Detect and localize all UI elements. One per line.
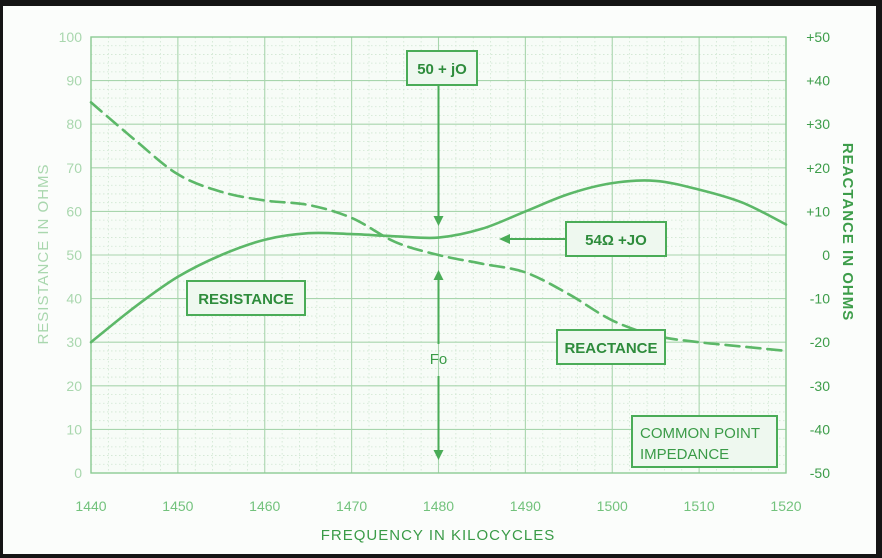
- x-axis-title: FREQUENCY IN KILOCYCLES: [321, 527, 555, 544]
- right-tick-label: -50: [810, 465, 830, 481]
- left-tick-label: 50: [66, 247, 82, 263]
- x-tick-label: 1480: [423, 498, 454, 514]
- fo-label: Fo: [430, 351, 448, 368]
- left-tick-label: 0: [74, 465, 82, 481]
- left-tick-label: 60: [66, 203, 82, 219]
- left-tick-label: 80: [66, 116, 82, 132]
- resistance-curve: [89, 179, 788, 344]
- right-tick-label: +30: [806, 116, 830, 132]
- right-tick-label: -30: [810, 378, 830, 394]
- reactance-curve: [89, 101, 788, 353]
- x-tick-label: 1510: [684, 498, 715, 514]
- right-tick-label: 0: [822, 247, 830, 263]
- series-layer: [89, 101, 788, 353]
- axis-title-layer: FREQUENCY IN KILOCYCLES RESISTANCE IN OH…: [35, 143, 856, 544]
- impedance-label: IMPEDANCE: [640, 446, 729, 463]
- left-tick-label: 30: [66, 334, 82, 350]
- annotation-layer: 50 + jO Fo 54Ω +JO RESISTANCE REACTANCE COMMO…: [186, 50, 778, 468]
- left-tick-label: 10: [66, 421, 82, 437]
- right-tick-label: +50: [806, 29, 830, 45]
- x-tick-label: 1490: [510, 498, 541, 514]
- impedance-50-label: 50 + jO: [417, 61, 467, 78]
- left-tick-label: 20: [66, 378, 82, 394]
- impedance-54-label: 54Ω +JO: [585, 232, 647, 249]
- fo-arrow-down-head: [433, 450, 444, 460]
- right-axis-title: REACTANCE IN OHMS: [839, 143, 856, 321]
- resistance-label: RESISTANCE: [198, 291, 294, 308]
- left-tick-label: 70: [66, 160, 82, 176]
- arrow-54-head: [499, 234, 510, 244]
- x-tick-label: 1520: [770, 498, 801, 514]
- impedance-50-box: [406, 50, 478, 86]
- fo-arrow-up-head: [433, 270, 444, 280]
- plot-border: [90, 36, 787, 474]
- right-tick-label: -20: [810, 334, 830, 350]
- x-tick-label: 1440: [75, 498, 106, 514]
- right-tick-label: -40: [810, 421, 830, 437]
- x-tick-label: 1460: [249, 498, 280, 514]
- arrow-50-head: [433, 216, 444, 226]
- common-point-label: COMMON POINT: [640, 425, 760, 442]
- common-point-box: [631, 415, 778, 468]
- x-tick-label: 1450: [162, 498, 193, 514]
- right-tick-label: +20: [806, 160, 830, 176]
- right-tick-label: +40: [806, 73, 830, 89]
- tick-label-layer: 1440 1450 1460 1470 1480 1490 1500 1510 1520 0 10 2…: [59, 29, 831, 514]
- reactance-box: [556, 329, 666, 365]
- left-tick-label: 90: [66, 73, 82, 89]
- right-tick-label: +10: [806, 203, 830, 219]
- right-tick-label: -10: [810, 291, 830, 307]
- resistance-box: [186, 280, 306, 316]
- x-tick-label: 1470: [336, 498, 367, 514]
- x-tick-label: 1500: [597, 498, 628, 514]
- reactance-label: REACTANCE: [564, 340, 657, 357]
- left-tick-label: 40: [66, 291, 82, 307]
- left-tick-label: 100: [59, 29, 83, 45]
- left-axis-title: RESISTANCE IN OHMS: [35, 163, 52, 344]
